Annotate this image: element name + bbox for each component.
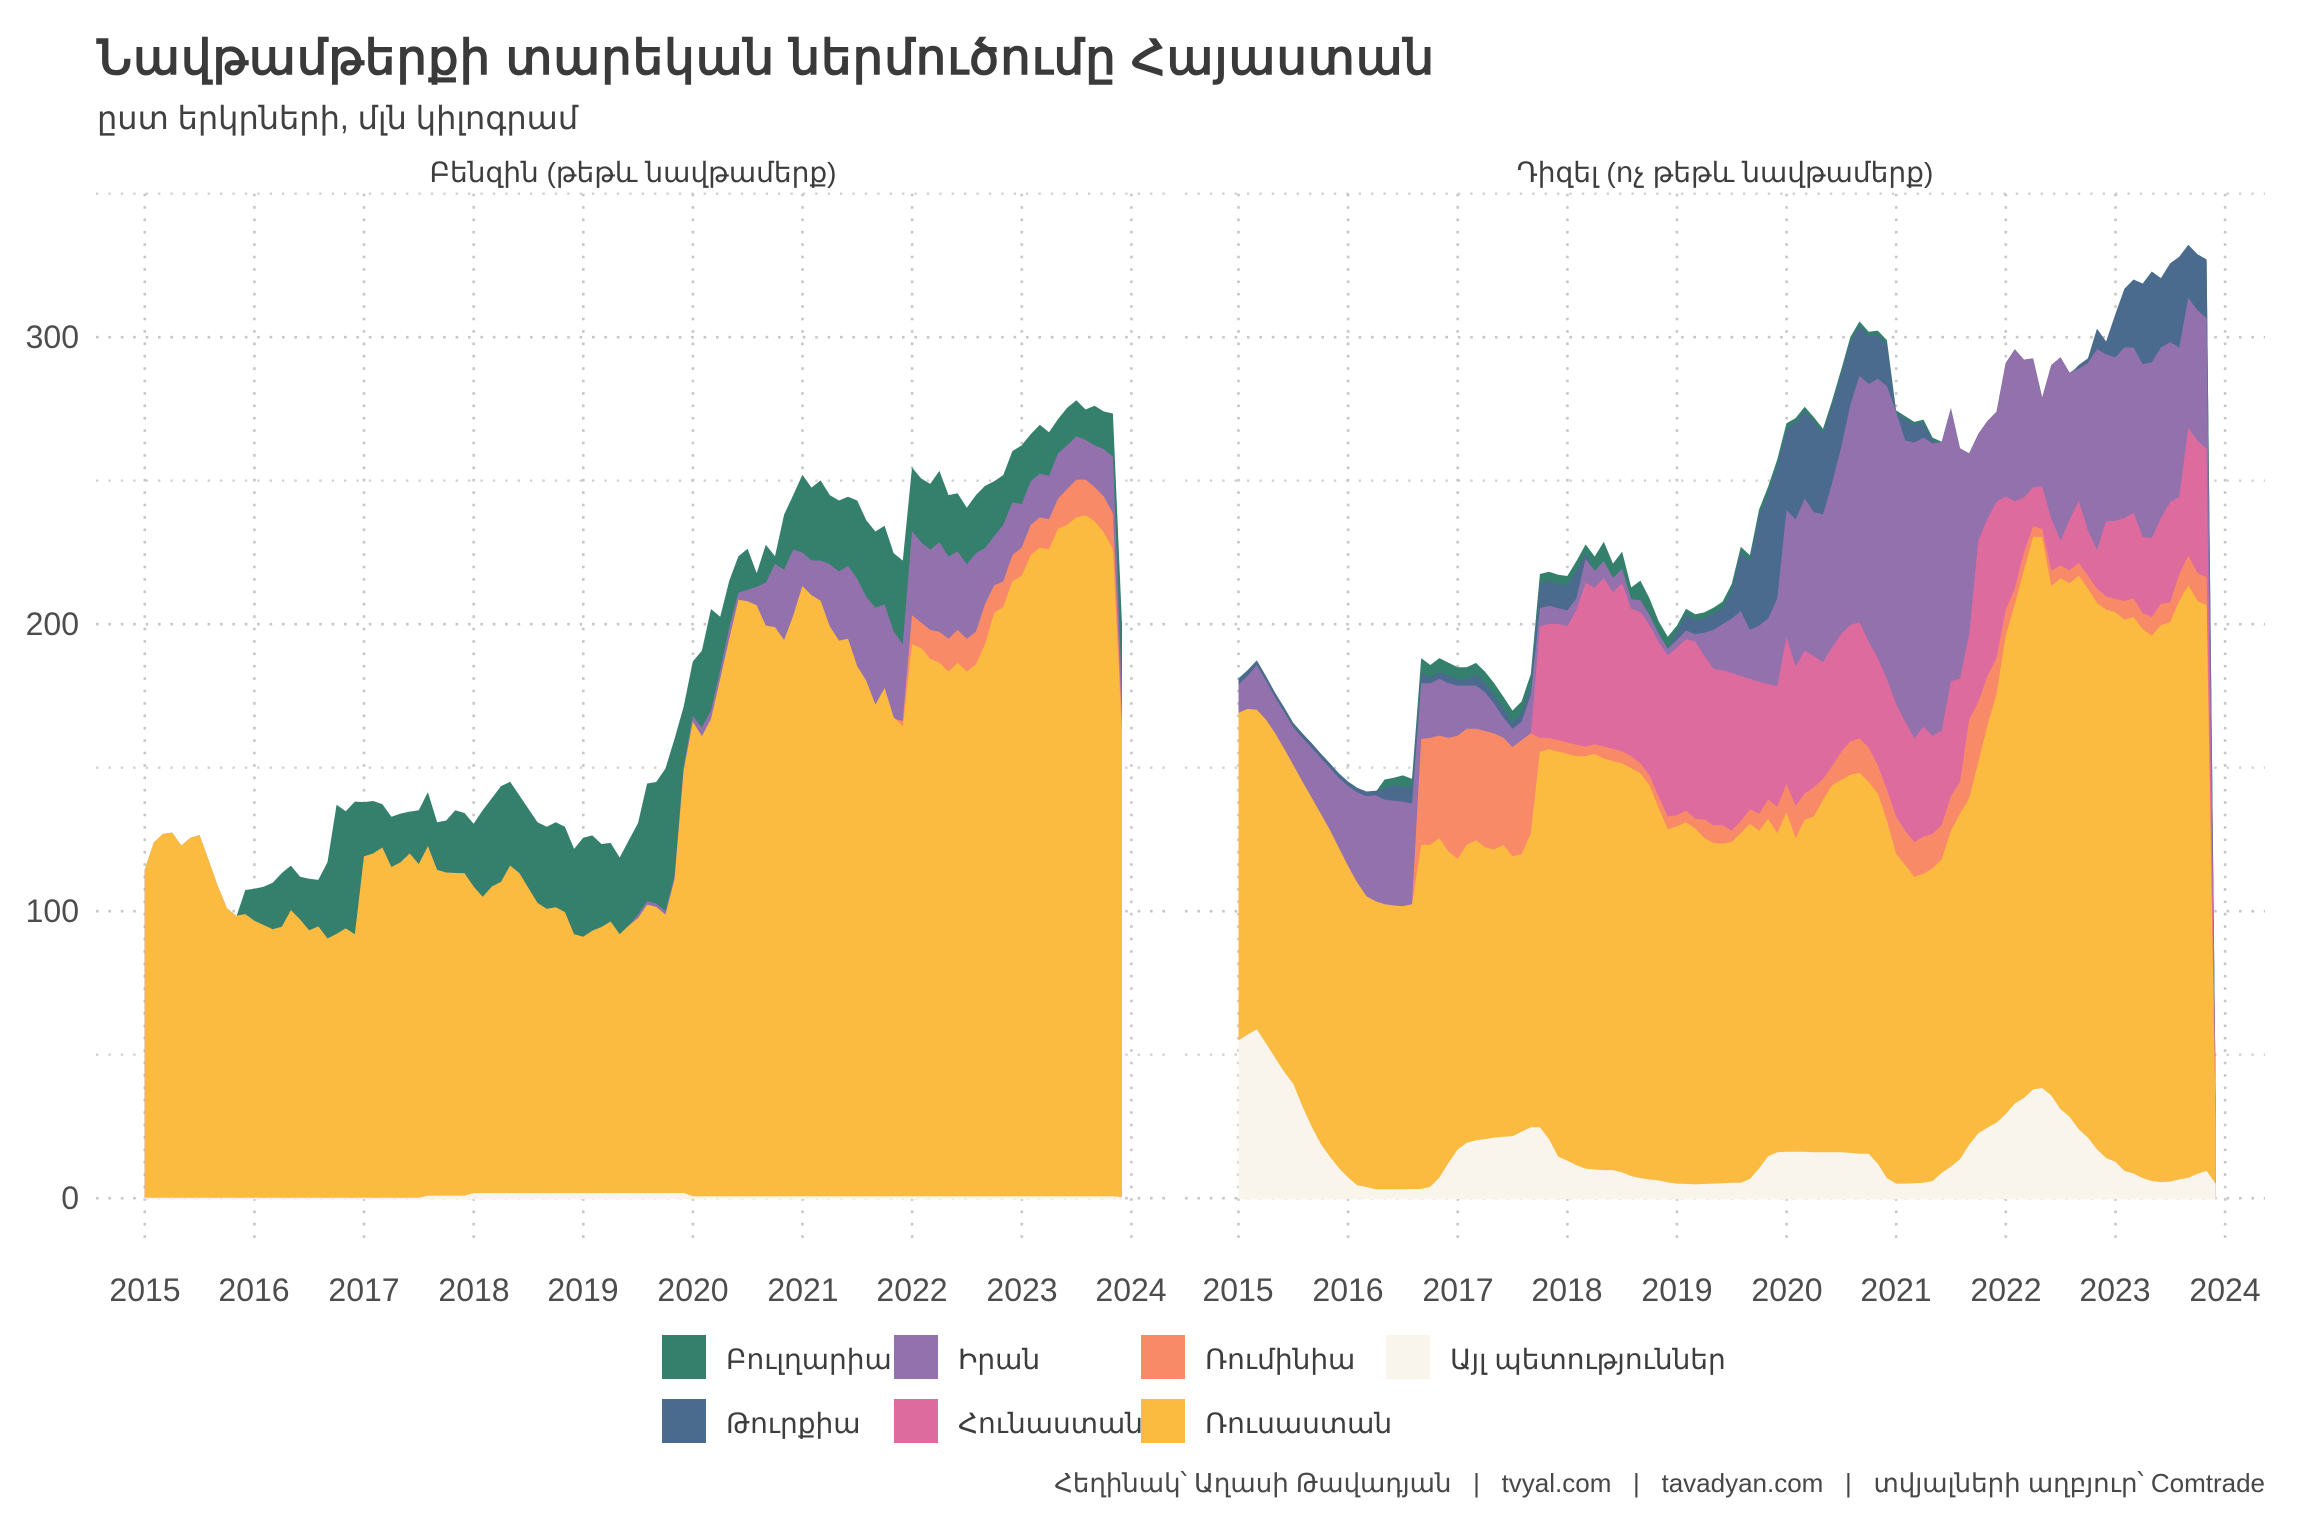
svg-text:Հեղինակ՝ Աղասի Թավադյան |: Հեղինակ՝ Աղասի Թավադյան | tvyal.com | ta… [1054,1468,2265,1498]
svg-text:2018: 2018 [438,1272,509,1308]
svg-text:2018: 2018 [1531,1272,1602,1308]
svg-text:Ռուսաստան: Ռուսաստան [1205,1408,1392,1439]
svg-text:2021: 2021 [767,1272,838,1308]
svg-text:2021: 2021 [1860,1272,1931,1308]
svg-text:2017: 2017 [328,1272,399,1308]
svg-text:Բուլղարիա: Բուլղարիա [726,1344,892,1375]
svg-text:0: 0 [61,1180,79,1216]
svg-text:2022: 2022 [876,1272,947,1308]
svg-text:Նավթամթերքի տարեկան ներմուծում: Նավթամթերքի տարեկան ներմուծումը Հայաստան [96,32,1435,85]
svg-text:ըստ երկրների, մլն կիլոգրամ: ըստ երկրների, մլն կիլոգրամ [97,100,579,136]
svg-text:2015: 2015 [1202,1272,1273,1308]
svg-text:Իրան: Իրան [958,1344,1040,1375]
svg-text:2020: 2020 [1751,1272,1822,1308]
svg-text:2017: 2017 [1422,1272,1493,1308]
svg-text:2024: 2024 [2189,1272,2260,1308]
svg-text:2020: 2020 [657,1272,728,1308]
svg-text:Այլ պետություններ: Այլ պետություններ [1450,1344,1726,1375]
svg-text:2022: 2022 [1970,1272,2041,1308]
svg-text:Դիզել (ոչ թեթև նավթամերք): Դիզել (ոչ թեթև նավթամերք) [1517,157,1934,188]
svg-text:100: 100 [26,893,79,929]
svg-text:2016: 2016 [1312,1272,1383,1308]
svg-text:Թուրքիա: Թուրքիա [726,1408,861,1439]
svg-text:Հունաստան: Հունաստան [958,1408,1143,1439]
svg-text:2016: 2016 [218,1272,289,1308]
svg-text:2024: 2024 [1095,1272,1166,1308]
svg-text:2015: 2015 [109,1272,180,1308]
svg-text:Բենզին (թեթև նավթամերք): Բենզին (թեթև նավթամերք) [429,157,836,188]
svg-text:2019: 2019 [1641,1272,1712,1308]
svg-text:2023: 2023 [986,1272,1057,1308]
svg-text:2019: 2019 [547,1272,618,1308]
svg-text:300: 300 [26,319,79,355]
svg-text:2023: 2023 [2079,1272,2150,1308]
svg-text:200: 200 [26,606,79,642]
svg-text:Ռումինիա: Ռումինիա [1205,1344,1355,1375]
